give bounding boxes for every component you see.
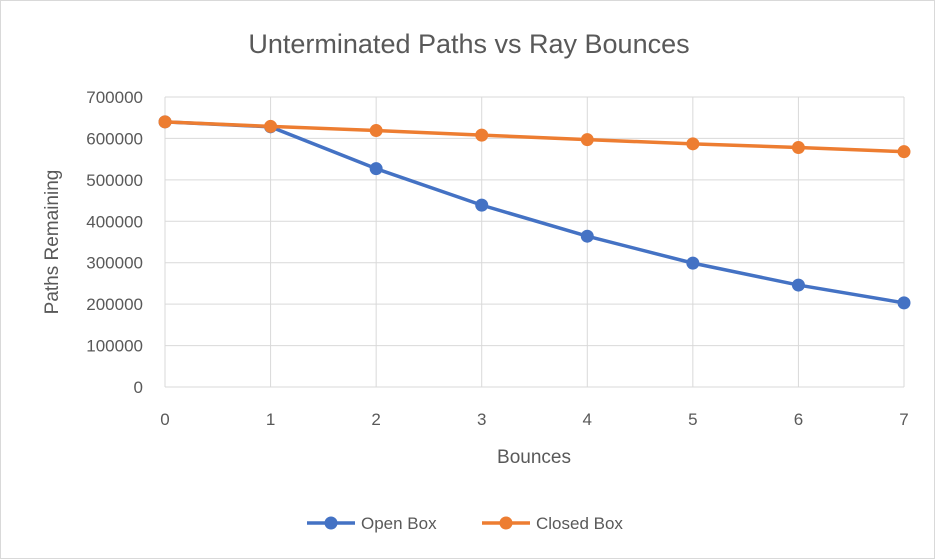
legend-marker (324, 516, 338, 530)
legend-label: Closed Box (536, 514, 623, 533)
legend-item-closed-box: Closed Box (482, 514, 623, 533)
data-point-closed-box (580, 133, 594, 147)
x-tick-label: 6 (794, 410, 803, 429)
data-point-closed-box (475, 128, 489, 142)
y-tick-label: 300000 (86, 254, 143, 273)
data-point-open-box (369, 162, 383, 176)
chart-title: Unterminated Paths vs Ray Bounces (248, 29, 689, 59)
y-tick-label: 0 (134, 378, 143, 397)
series-line-closed-box (163, 120, 906, 154)
x-tick-label: 5 (688, 410, 697, 429)
x-tick-label: 3 (477, 410, 486, 429)
data-point-open-box (897, 296, 911, 310)
data-point-open-box (475, 198, 489, 212)
legend: Open Box Closed Box (307, 514, 623, 533)
y-tick-label: 600000 (86, 129, 143, 148)
y-tick-label: 200000 (86, 295, 143, 314)
data-point-closed-box (897, 145, 911, 159)
legend-label: Open Box (361, 514, 437, 533)
data-point-open-box (686, 256, 700, 270)
data-point-closed-box (369, 124, 383, 138)
series-line-open-box (163, 120, 906, 305)
y-tick-label: 700000 (86, 88, 143, 107)
y-tick-label: 500000 (86, 171, 143, 190)
y-axis-title: Paths Remaining (42, 170, 63, 315)
legend-marker (499, 516, 513, 530)
x-tick-label: 2 (371, 410, 380, 429)
series-closed-box (158, 115, 911, 159)
data-point-open-box (580, 229, 594, 243)
x-tick-label: 4 (583, 410, 592, 429)
data-point-closed-box (686, 137, 700, 151)
data-point-closed-box (791, 141, 805, 155)
series-layer (158, 115, 911, 310)
y-tick-label: 100000 (86, 337, 143, 356)
y-axis-ticks: 0 100000 200000 300000 400000 500000 600000 700… (86, 88, 143, 397)
data-point-closed-box (158, 115, 172, 129)
data-point-open-box (791, 278, 805, 292)
data-point-closed-box (264, 119, 278, 133)
x-tick-label: 7 (899, 410, 908, 429)
y-tick-label: 400000 (86, 212, 143, 231)
legend-item-open-box: Open Box (307, 514, 437, 533)
x-axis-title: Bounces (497, 447, 571, 468)
x-axis-ticks: 0 1 2 3 4 5 6 7 (160, 410, 908, 429)
gridlines (164, 96, 905, 388)
x-tick-label: 1 (266, 410, 275, 429)
x-tick-label: 0 (160, 410, 169, 429)
